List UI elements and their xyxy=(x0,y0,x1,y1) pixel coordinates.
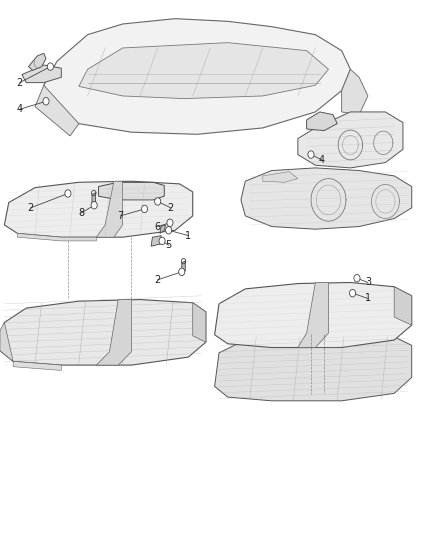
Polygon shape xyxy=(99,182,164,200)
Polygon shape xyxy=(160,225,166,233)
Text: 1: 1 xyxy=(365,294,371,303)
Polygon shape xyxy=(92,193,95,205)
Polygon shape xyxy=(151,236,161,246)
Polygon shape xyxy=(342,69,368,115)
Polygon shape xyxy=(307,112,337,131)
Text: 4: 4 xyxy=(319,155,325,165)
Circle shape xyxy=(159,237,165,245)
Circle shape xyxy=(65,190,71,197)
Polygon shape xyxy=(298,282,328,348)
Polygon shape xyxy=(18,233,96,241)
Polygon shape xyxy=(35,85,79,136)
Circle shape xyxy=(155,198,161,205)
Text: 2: 2 xyxy=(28,203,34,213)
Text: 2: 2 xyxy=(168,203,174,213)
Polygon shape xyxy=(215,333,412,401)
Polygon shape xyxy=(44,19,350,134)
Text: 8: 8 xyxy=(78,208,84,218)
Polygon shape xyxy=(4,181,193,237)
Polygon shape xyxy=(0,322,13,361)
Circle shape xyxy=(167,219,173,227)
Polygon shape xyxy=(96,181,123,237)
Polygon shape xyxy=(22,65,61,83)
Text: 5: 5 xyxy=(166,240,172,250)
Circle shape xyxy=(179,268,185,276)
Circle shape xyxy=(43,98,49,105)
Polygon shape xyxy=(13,361,61,370)
Circle shape xyxy=(308,151,314,158)
Circle shape xyxy=(47,63,53,70)
Polygon shape xyxy=(394,287,412,325)
Circle shape xyxy=(141,205,148,213)
Text: 7: 7 xyxy=(117,211,124,221)
Polygon shape xyxy=(298,112,403,168)
Circle shape xyxy=(350,289,356,297)
Circle shape xyxy=(354,274,360,282)
Circle shape xyxy=(91,201,97,209)
Text: 2: 2 xyxy=(155,275,161,285)
Polygon shape xyxy=(263,172,298,182)
Polygon shape xyxy=(28,53,46,70)
Polygon shape xyxy=(96,300,131,365)
Text: 1: 1 xyxy=(185,231,191,240)
Text: 2: 2 xyxy=(17,78,23,87)
Text: 4: 4 xyxy=(17,104,23,114)
Polygon shape xyxy=(79,43,328,99)
Text: 3: 3 xyxy=(365,278,371,287)
Polygon shape xyxy=(193,303,206,342)
Polygon shape xyxy=(241,168,412,229)
Polygon shape xyxy=(0,300,206,365)
Text: 6: 6 xyxy=(155,222,161,231)
Polygon shape xyxy=(182,261,185,273)
Polygon shape xyxy=(215,282,412,348)
Circle shape xyxy=(166,227,172,234)
